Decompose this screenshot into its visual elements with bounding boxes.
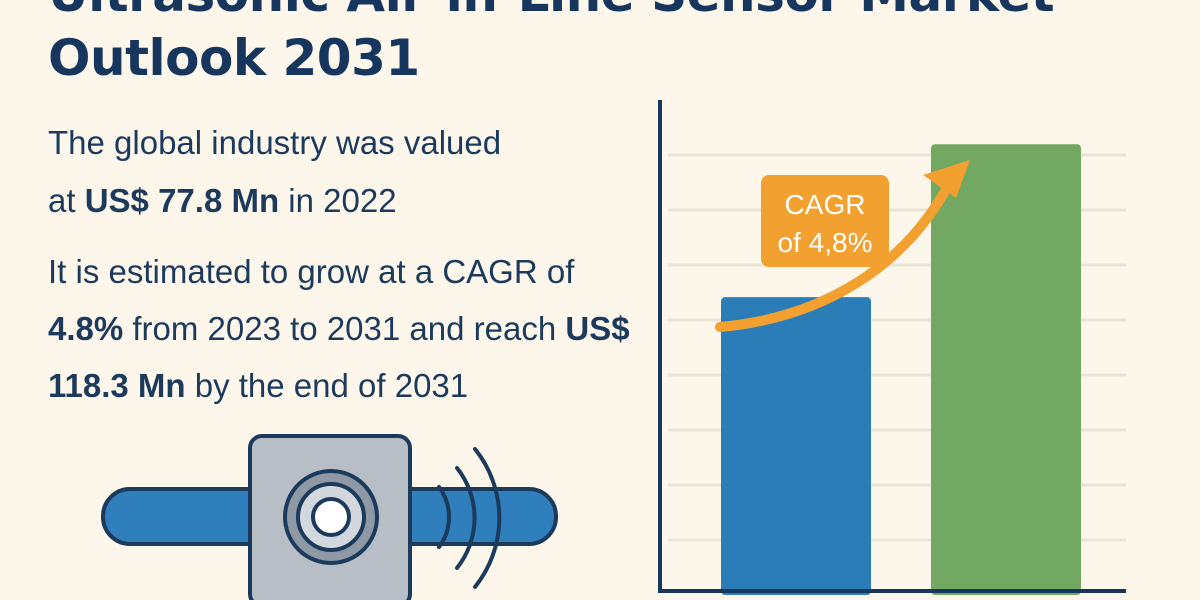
valuation-year: in 2022 [279,182,397,219]
title-line-2: Outlook 2031 [48,29,420,87]
value-2031: US$ 118.3 Mn [48,310,630,404]
forecast-mid: from 2023 to 2031 and reach [123,310,566,347]
forecast-intro: It is estimated to grow at a CAGR of [48,253,575,290]
bar-2031 [931,144,1081,595]
value-2022: US$ 77.8 Mn [84,182,280,219]
market-bar-chart: CAGR of 4,8% [658,100,1126,595]
cagr-badge-background [761,175,889,267]
cagr-badge-line-1: CAGR [785,189,866,220]
valuation-prefix: at [48,182,85,219]
title-line-1: Ultrasonic Air-in-Line Sensor Market [48,0,1055,23]
cagr-badge-line-2: of 4,8% [778,227,873,258]
bar-2022 [721,297,871,595]
cagr-value: 4.8% [48,310,124,347]
sensor-lens-icon [311,497,351,537]
arrowhead-icon [923,160,970,198]
ultrasonic-sensor-icon [101,434,558,600]
sound-waves-icon [437,447,502,589]
forecast-paragraph: It is estimated to grow at a CAGR of 4.8… [48,243,648,414]
valuation-text: The global industry was valued [48,124,502,161]
cagr-badge: CAGR of 4,8% [761,175,889,267]
growth-arrow-icon [715,165,961,332]
chart-bars [721,144,1081,595]
page-title: Ultrasonic Air-in-Line Sensor Market Out… [48,0,1055,90]
valuation-paragraph: The global industry was valued at US$ 77… [48,114,628,230]
forecast-end: by the end of 2031 [185,367,469,404]
